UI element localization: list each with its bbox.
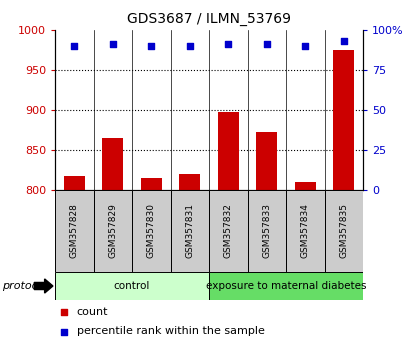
Bar — [325, 190, 363, 272]
Text: control: control — [114, 281, 150, 291]
Bar — [55, 272, 209, 300]
Bar — [209, 272, 363, 300]
Point — [340, 38, 347, 44]
Text: GSM357834: GSM357834 — [301, 204, 310, 258]
Text: GSM357831: GSM357831 — [185, 204, 194, 258]
Text: GSM357830: GSM357830 — [147, 204, 156, 258]
Point — [61, 329, 68, 334]
Bar — [171, 190, 209, 272]
Text: count: count — [76, 307, 108, 317]
Point — [186, 43, 193, 49]
Bar — [333, 50, 354, 190]
Title: GDS3687 / ILMN_53769: GDS3687 / ILMN_53769 — [127, 12, 291, 26]
Text: GSM357833: GSM357833 — [262, 204, 271, 258]
Point — [71, 43, 78, 49]
Text: protocol: protocol — [2, 281, 48, 291]
Point — [225, 41, 232, 47]
Bar — [102, 138, 123, 190]
Bar — [132, 190, 171, 272]
Text: exposure to maternal diabetes: exposure to maternal diabetes — [206, 281, 366, 291]
Text: percentile rank within the sample: percentile rank within the sample — [76, 326, 264, 337]
Bar — [209, 190, 247, 272]
Bar — [63, 176, 85, 190]
Point — [148, 43, 154, 49]
Bar — [179, 174, 200, 190]
Bar — [55, 190, 93, 272]
Point — [61, 309, 68, 315]
Text: GSM357832: GSM357832 — [224, 204, 233, 258]
Text: GSM357829: GSM357829 — [108, 204, 117, 258]
Text: GSM357835: GSM357835 — [339, 204, 348, 258]
Point — [264, 41, 270, 47]
Bar — [93, 190, 132, 272]
Point — [302, 43, 309, 49]
Bar — [217, 113, 239, 190]
Point — [110, 41, 116, 47]
Bar — [141, 178, 162, 190]
Bar — [295, 182, 316, 190]
Bar — [256, 132, 277, 190]
Bar — [247, 190, 286, 272]
Text: GSM357828: GSM357828 — [70, 204, 79, 258]
Bar — [286, 190, 325, 272]
